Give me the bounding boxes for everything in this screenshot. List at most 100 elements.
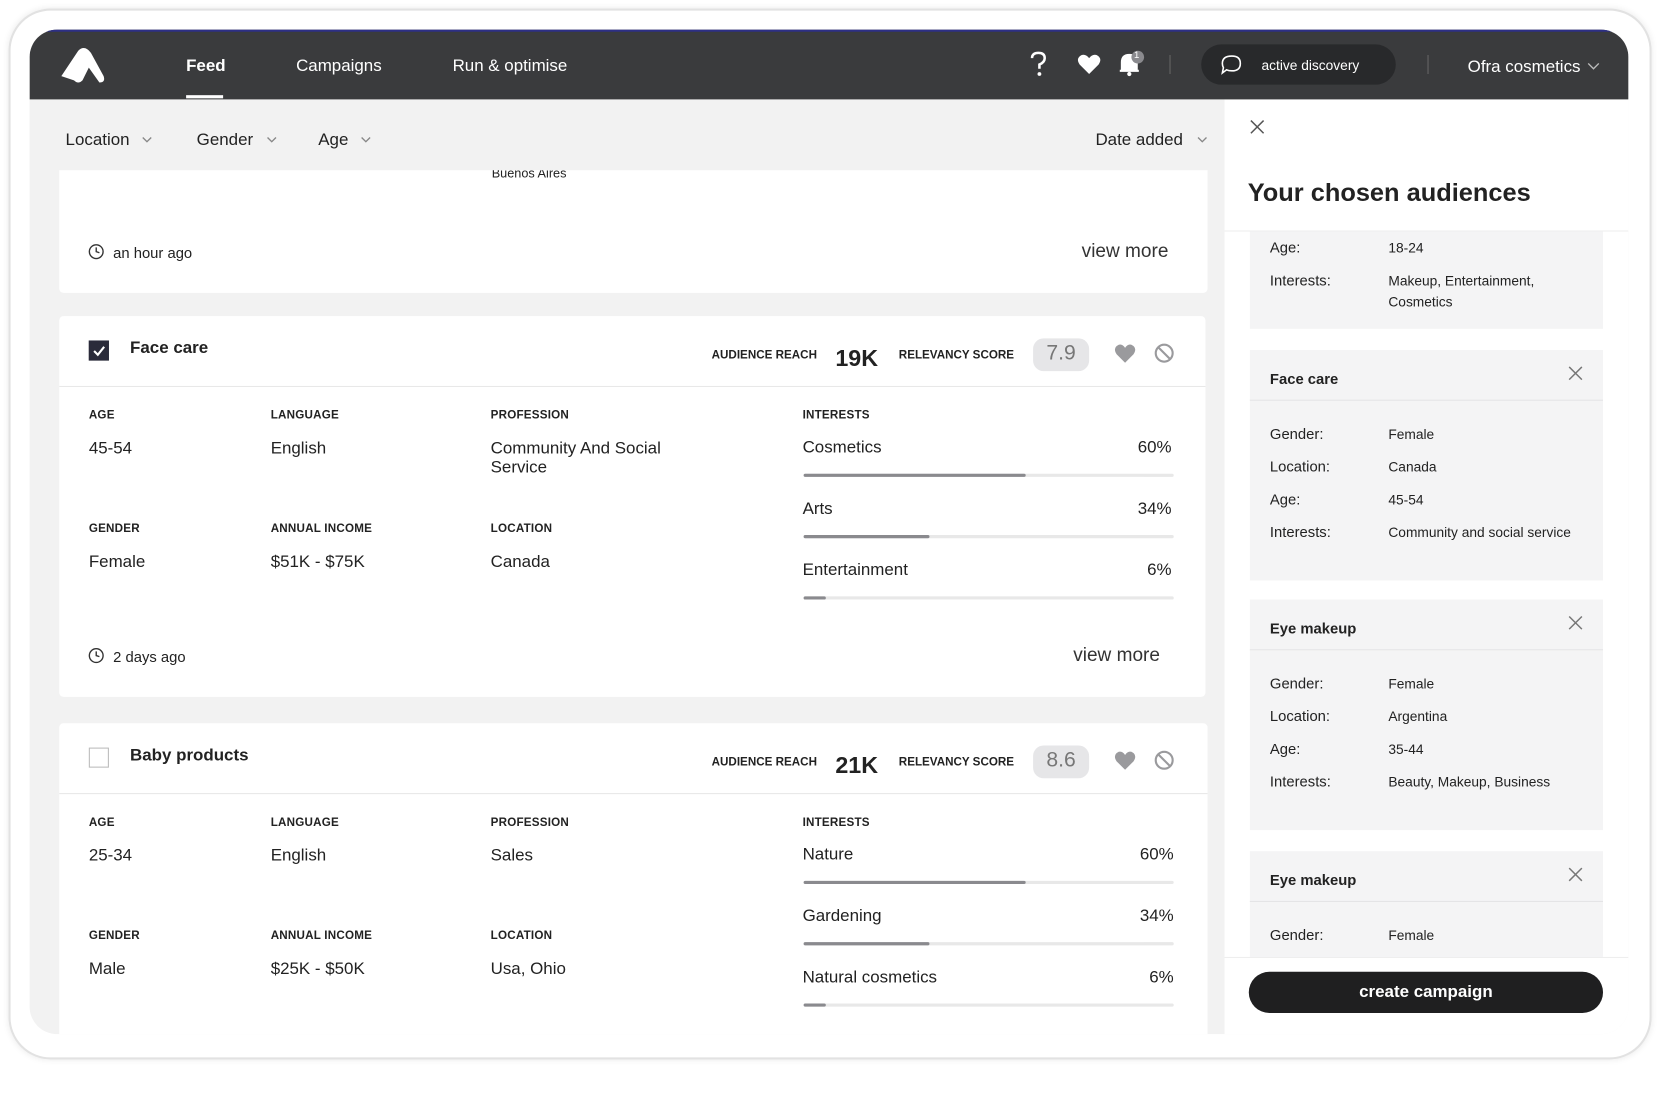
interest-bar (803, 535, 930, 539)
reach-value: 21K (835, 751, 879, 779)
notification-count: 1 (1134, 49, 1140, 61)
separator (1169, 54, 1171, 75)
like-button[interactable] (1113, 343, 1136, 365)
checkbox[interactable] (88, 747, 109, 768)
page: Feed Campaigns Run & optimise 1 active d… (8, 8, 1652, 1060)
card-title: Face care (130, 339, 209, 358)
divider (1249, 399, 1604, 401)
field-label: GENDER (88, 929, 140, 943)
device-frame (8, 8, 1652, 1060)
discovery-toggle[interactable] (1201, 44, 1396, 85)
interest-track (803, 596, 1174, 600)
chevron (1197, 136, 1208, 143)
remove-audience[interactable] (1567, 365, 1584, 382)
chevron (361, 136, 372, 143)
relevancy-score: 8.6 (1046, 748, 1076, 772)
remove-audience[interactable] (1567, 866, 1584, 883)
hide-button[interactable] (1154, 750, 1175, 771)
row-value: Argentina (1388, 708, 1448, 725)
chevron (1587, 62, 1600, 70)
field-label: INTERESTS (802, 409, 870, 422)
nav-bar: Feed Campaigns Run & optimise 1 active d… (29, 29, 1629, 100)
interest-bar (803, 596, 826, 600)
chosen-audience: Face care Gender: Female Location: Canada Age… (1249, 349, 1604, 581)
nav-link[interactable]: Feed (186, 57, 226, 76)
row-value: 35-44 (1388, 741, 1424, 758)
logo[interactable] (57, 44, 112, 86)
interest-track (803, 942, 1174, 946)
screen: Feed Campaigns Run & optimise 1 active d… (29, 29, 1629, 1035)
interest-name: Gardening (802, 907, 882, 926)
hide-button[interactable] (1154, 343, 1175, 364)
field-value: Community And Social Service (490, 439, 661, 477)
like-button[interactable] (1113, 750, 1136, 772)
chat-icon (1221, 55, 1242, 75)
row-label: Age: (1269, 238, 1301, 256)
help-icon[interactable] (1028, 51, 1049, 78)
view-more-link[interactable]: view more (1073, 643, 1160, 666)
chevron (142, 136, 153, 143)
field-label: INTERESTS (802, 816, 870, 830)
row-label: Gender: (1269, 926, 1324, 944)
field-value: Male (88, 960, 126, 979)
interest-name: Entertainment (802, 561, 908, 580)
relevancy-score: 7.9 (1046, 341, 1076, 365)
field-label: GENDER (88, 522, 140, 536)
favorites-icon[interactable] (1076, 53, 1101, 76)
field-label: PROFESSION (490, 409, 570, 422)
card-title: Baby products (130, 746, 249, 765)
interest-track (803, 535, 1174, 539)
interest-track (803, 1003, 1174, 1007)
filter-dropdown[interactable]: Age (318, 131, 349, 150)
score-label: RELEVANCY SCORE (898, 756, 1015, 770)
filter-dropdown[interactable]: Location (65, 131, 130, 150)
interest-percent: 34% (1137, 500, 1172, 519)
chosen-audience: Eye makeup Gender: Female Location: Argentin… (1249, 599, 1604, 831)
interest-bar (803, 1003, 826, 1007)
row-value: Female (1388, 675, 1435, 692)
row-label: Age: (1269, 490, 1301, 508)
interest-percent: 6% (1147, 561, 1172, 580)
field-value: Female (88, 553, 146, 571)
clock-icon (88, 243, 105, 260)
divider (59, 385, 1206, 388)
audience-card: Baby products AUDIENCE REACH 21K RELEVANCY … (59, 723, 1208, 1035)
view-more-link[interactable]: view more (1081, 240, 1169, 262)
nav-link[interactable]: Run & optimise (452, 57, 568, 76)
row-label: Gender: (1269, 674, 1324, 692)
field-label: AGE (88, 409, 115, 422)
panel-title: Your chosen audiences (1247, 178, 1531, 208)
sort-dropdown[interactable]: Date added (1095, 131, 1183, 150)
notifications-icon[interactable] (1117, 49, 1147, 79)
divider (59, 793, 1208, 795)
field-label: PROFESSION (490, 816, 570, 830)
time-added: an hour ago (113, 243, 193, 261)
interest-percent: 60% (1139, 845, 1174, 864)
remove-audience[interactable] (1567, 614, 1584, 631)
field-value: Sales (490, 846, 533, 865)
field-value: Canada (490, 553, 550, 571)
filter-bar: Location Gender Age Date added (29, 99, 1225, 171)
checkbox[interactable] (88, 340, 109, 361)
nav-link[interactable]: Campaigns (296, 57, 382, 76)
row-value: Community and social service (1388, 524, 1571, 541)
row-value: 45-54 (1388, 491, 1424, 508)
filter-dropdown[interactable]: Gender (196, 131, 254, 150)
divider (1249, 900, 1604, 902)
row-value: Female (1388, 426, 1435, 442)
chevron (266, 136, 277, 143)
close-panel[interactable] (1249, 118, 1266, 135)
interest-name: Arts (802, 500, 833, 519)
create-campaign-button[interactable]: create campaign (1248, 971, 1604, 1013)
row-label: Age: (1269, 740, 1301, 758)
score-badge (1033, 745, 1090, 779)
score-badge (1033, 338, 1090, 372)
active-underline (186, 95, 224, 99)
account-name[interactable]: Ofra cosmetics (1467, 58, 1581, 77)
separator (1427, 54, 1429, 75)
reach-label: AUDIENCE REACH (711, 349, 817, 363)
field-label: LOCATION (490, 929, 553, 943)
field-value: $51K - $75K (270, 553, 365, 571)
score-label: RELEVANCY SCORE (898, 349, 1015, 363)
interest-percent: 6% (1149, 968, 1174, 987)
